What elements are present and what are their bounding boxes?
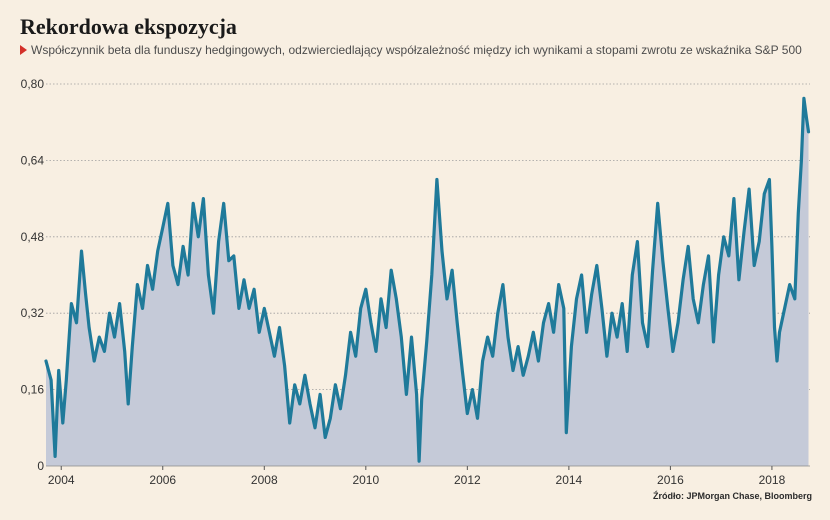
x-tick-label: 2018 xyxy=(759,473,786,487)
subtitle-text: Współczynnik beta dla funduszy hedgingow… xyxy=(31,43,802,57)
chart-subtitle: Współczynnik beta dla funduszy hedgingow… xyxy=(20,43,802,57)
x-tick-label: 2016 xyxy=(657,473,684,487)
series-line xyxy=(44,96,811,463)
x-tick-label: 2006 xyxy=(149,473,176,487)
x-tick-label: 2012 xyxy=(454,473,481,487)
y-tick-label: 0,80 xyxy=(21,77,45,91)
x-tick-label: 2014 xyxy=(556,473,583,487)
y-tick-label: 0 xyxy=(37,459,44,473)
data-series xyxy=(44,96,811,467)
y-tick-label: 0,16 xyxy=(21,383,45,397)
x-tick-label: 2004 xyxy=(48,473,75,487)
chart-title: Rekordowa ekspozycja xyxy=(20,14,237,39)
series-area xyxy=(46,98,809,467)
y-axis-ticks: 0 0,16 0,32 0,48 0,64 0,80 xyxy=(21,77,45,473)
source-note: Źródło: JPMorgan Chase, Bloomberg xyxy=(652,491,812,501)
y-tick-label: 0,48 xyxy=(21,230,45,244)
x-axis-ticks: 2004 2006 2008 2010 2012 2014 2016 2018 xyxy=(48,466,786,487)
x-tick-label: 2008 xyxy=(251,473,278,487)
y-tick-label: 0,64 xyxy=(21,153,45,167)
y-tick-label: 0,32 xyxy=(21,306,45,320)
x-tick-label: 2010 xyxy=(352,473,379,487)
triangle-marker-icon xyxy=(20,45,27,55)
